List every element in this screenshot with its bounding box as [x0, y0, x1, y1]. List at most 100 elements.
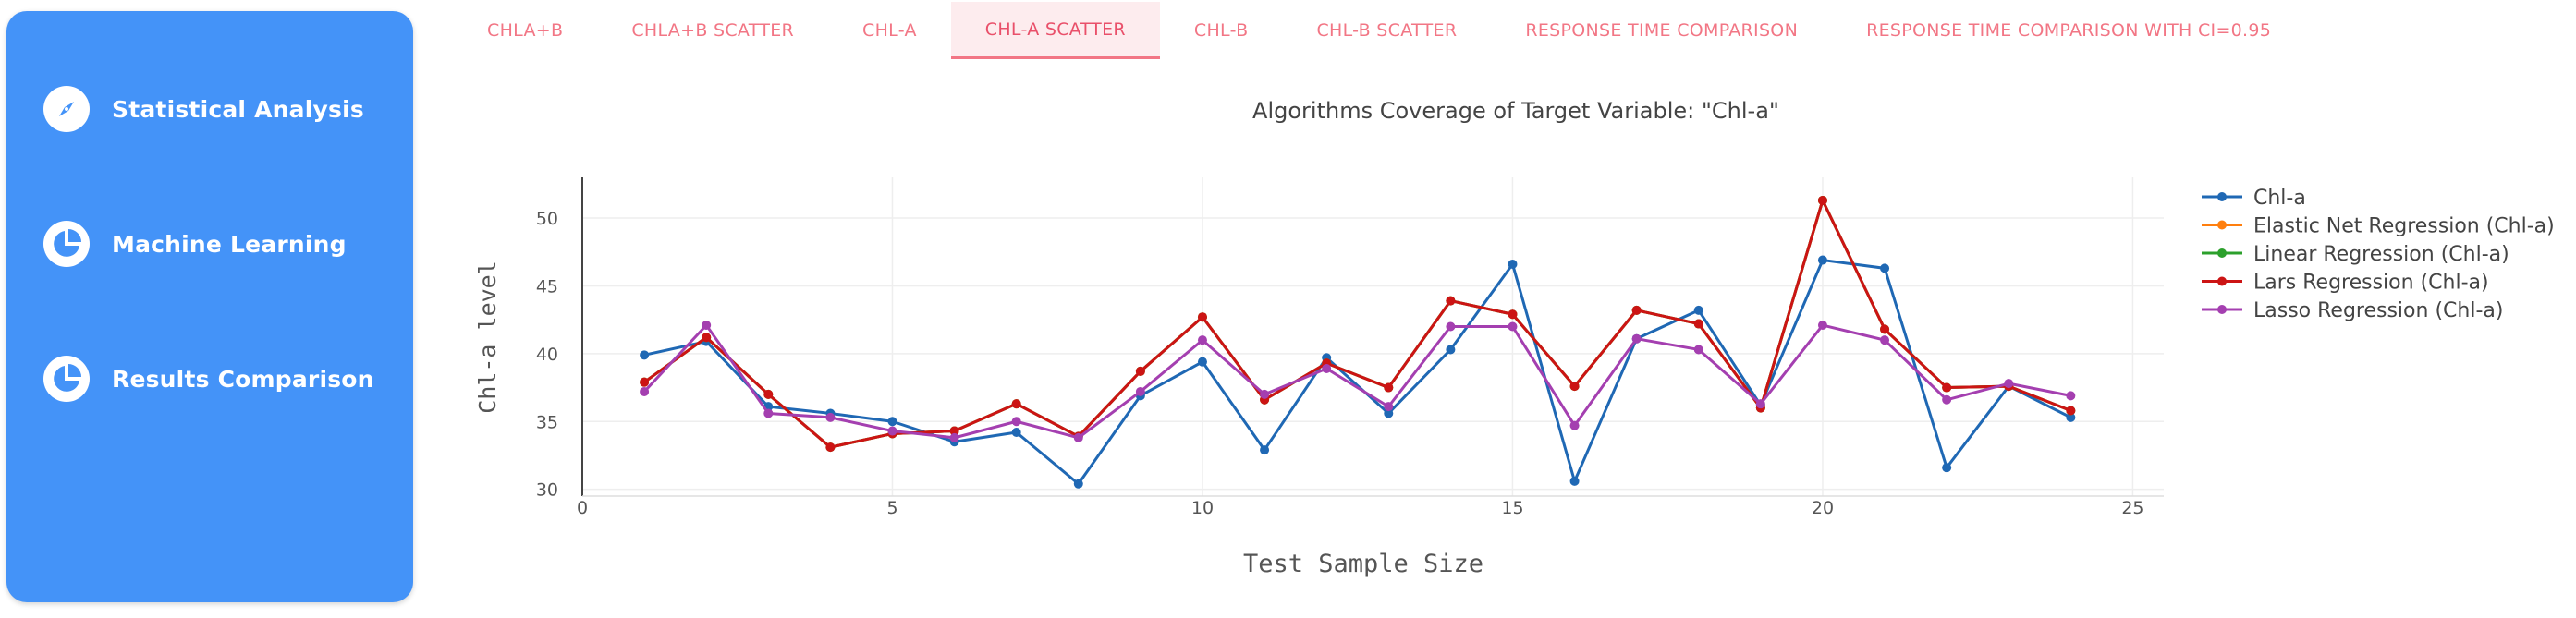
data-point	[702, 333, 712, 343]
data-point	[1817, 255, 1827, 265]
x-tick-label: 5	[886, 498, 897, 518]
y-tick-label: 50	[536, 209, 558, 229]
data-point	[763, 408, 774, 418]
legend-label: Linear Regression (Chl-a)	[2253, 243, 2509, 266]
tab-chl-a-scatter[interactable]: CHL-A SCATTER	[950, 2, 1160, 59]
data-point	[2066, 406, 2076, 416]
series-line	[643, 199, 2071, 449]
data-point	[1817, 195, 1827, 205]
tab-response-time-comparison[interactable]: RESPONSE TIME COMPARISON	[1525, 20, 1799, 41]
data-point	[1569, 382, 1580, 392]
legend-label: Lasso Regression (Chl-a)	[2253, 299, 2503, 322]
data-point	[763, 389, 774, 399]
data-point	[825, 412, 836, 422]
sidebar: Statistical Analysis Machine Learning Re…	[6, 11, 413, 602]
x-tick-label: 20	[1812, 498, 1834, 518]
data-point	[1384, 382, 1394, 393]
data-point	[1135, 366, 1145, 376]
data-point	[949, 426, 959, 436]
legend-marker	[2217, 220, 2227, 230]
series-line	[643, 259, 2072, 486]
data-point	[825, 442, 836, 453]
data-point	[1446, 321, 1456, 332]
sidebar-item-statistical-analysis[interactable]: Statistical Analysis	[43, 81, 364, 137]
series-line	[643, 199, 2071, 449]
pie-chart-icon	[43, 221, 90, 267]
data-point	[1011, 417, 1021, 427]
legend-label: Elastic Net Regression (Chl-a)	[2253, 215, 2555, 238]
tab-chla-b[interactable]: CHLA+B	[487, 20, 564, 41]
data-point	[1135, 386, 1145, 396]
data-point	[887, 417, 897, 427]
legend-marker	[2217, 192, 2227, 201]
data-point	[2066, 412, 2076, 422]
data-point	[1880, 263, 1890, 273]
sidebar-item-machine-learning[interactable]: Machine Learning	[43, 216, 347, 272]
sidebar-item-label: Machine Learning	[112, 230, 347, 258]
data-point	[1508, 259, 1518, 269]
data-point	[1817, 321, 1827, 331]
sidebar-item-label: Statistical Analysis	[112, 95, 364, 123]
sidebar-item-label: Results Comparison	[112, 365, 374, 393]
x-tick-label: 15	[1501, 498, 1523, 518]
tab-bar: CHLA+B CHLA+B SCATTER CHL-A CHL-A SCATTE…	[453, 0, 2305, 61]
data-point	[1693, 305, 1703, 315]
sidebar-item-results-comparison[interactable]: Results Comparison	[43, 351, 374, 406]
pie-chart-icon	[43, 356, 90, 402]
data-point	[1880, 324, 1890, 334]
data-point	[1446, 296, 1456, 306]
data-point	[1693, 345, 1703, 355]
data-point	[1260, 389, 1270, 399]
data-point	[1942, 463, 1952, 473]
tab-chl-b-scatter[interactable]: CHL-B SCATTER	[1316, 20, 1458, 41]
data-point	[640, 386, 650, 396]
data-point	[640, 350, 650, 360]
series-line	[643, 199, 2071, 449]
axes: 30 35 40 45 50 0 5 10 15 20 25	[536, 177, 2164, 518]
data-point	[640, 377, 650, 387]
compass-icon	[43, 86, 90, 132]
tab-chla-b-scatter[interactable]: CHLA+B SCATTER	[631, 20, 795, 41]
series-4	[640, 321, 2076, 442]
y-axis-label: Chl-a level	[474, 261, 501, 414]
data-point	[2066, 391, 2076, 401]
data-point	[1073, 432, 1083, 442]
data-point	[1197, 312, 1207, 322]
tab-response-time-comparison-ci[interactable]: RESPONSE TIME COMPARISON WITH CI=0.95	[1866, 20, 2272, 41]
data-point	[1569, 420, 1580, 430]
data-point	[1384, 402, 1394, 412]
y-tick-label: 45	[536, 276, 558, 297]
tab-chl-a[interactable]: CHL-A	[862, 20, 917, 41]
legend-item[interactable]: Lasso Regression (Chl-a)	[2202, 299, 2503, 322]
data-point	[702, 321, 712, 331]
grid	[581, 177, 2164, 496]
data-point	[1446, 345, 1456, 355]
data-point	[1073, 479, 1083, 489]
data-point	[1631, 305, 1642, 315]
series-1	[640, 195, 2076, 453]
legend-marker	[2217, 276, 2227, 286]
legend-item[interactable]: Linear Regression (Chl-a)	[2202, 243, 2509, 266]
data-point	[949, 432, 959, 442]
data-point	[1942, 394, 1952, 405]
legend: Chl-a Elastic Net Regression (Chl-a) Linea…	[2202, 187, 2555, 322]
x-axis-label: Test Sample Size	[1243, 550, 1483, 578]
series-0	[640, 255, 2076, 489]
data-point	[1322, 364, 1332, 373]
y-tick-label: 30	[536, 480, 558, 501]
data-point	[2004, 379, 2014, 389]
legend-label: Lars Regression (Chl-a)	[2253, 272, 2489, 295]
legend-item[interactable]: Lars Regression (Chl-a)	[2202, 272, 2489, 295]
data-point	[1011, 399, 1021, 409]
data-point	[1942, 382, 1952, 393]
data-point	[1755, 399, 1765, 409]
legend-item[interactable]: Elastic Net Regression (Chl-a)	[2202, 215, 2555, 238]
x-tick-label: 10	[1191, 498, 1214, 518]
x-tick-label: 25	[2121, 498, 2143, 518]
tab-chl-b[interactable]: CHL-B	[1193, 20, 1249, 41]
chart-title: Algorithms Coverage of Target Variable: …	[1252, 98, 1779, 124]
legend-item[interactable]: Chl-a	[2202, 187, 2306, 210]
data-point	[1197, 335, 1207, 345]
legend-marker	[2217, 305, 2227, 314]
